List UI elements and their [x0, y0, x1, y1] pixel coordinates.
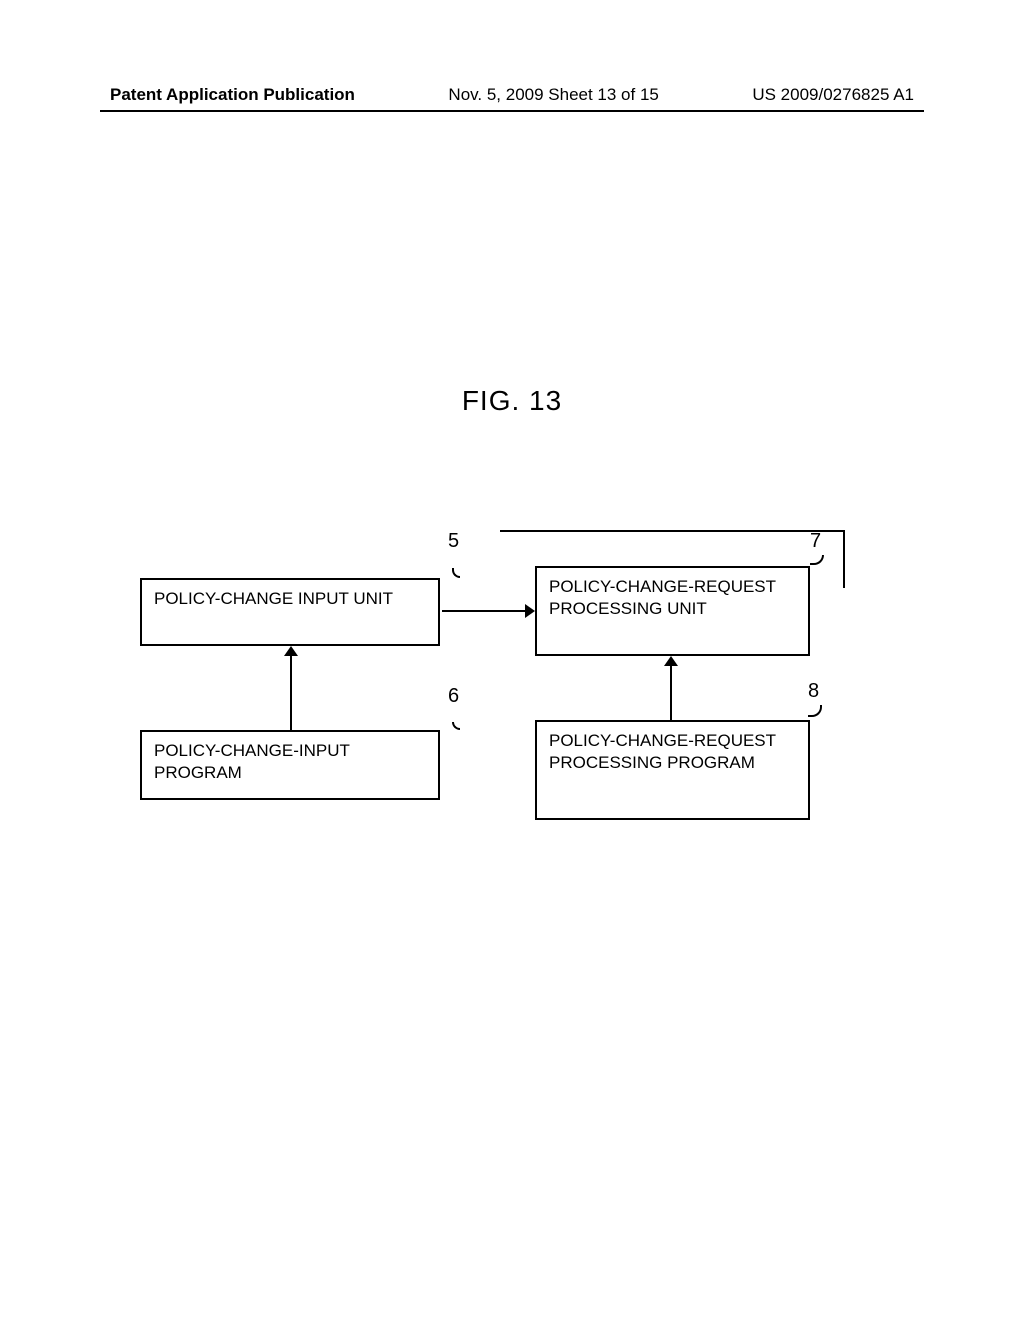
box-policy-change-request-processing-program: POLICY-CHANGE-REQUEST PROCESSING PROGRAM	[535, 720, 810, 820]
arrow-6-to-5-line	[290, 656, 292, 730]
arrow-8-to-7-head	[664, 656, 678, 666]
diagram-container: POLICY-CHANGE INPUT UNIT POLICY-CHANGE-I…	[140, 530, 880, 880]
header-right: US 2009/0276825 A1	[752, 85, 914, 105]
ref-label-7: 7	[810, 530, 821, 553]
page-header: Patent Application Publication Nov. 5, 2…	[110, 85, 914, 105]
arrow-8-to-7-line	[670, 666, 672, 720]
arrow-5-to-7-head	[525, 604, 535, 618]
arrow-6-to-5-head	[284, 646, 298, 656]
box-5-text: POLICY-CHANGE INPUT UNIT	[154, 588, 393, 610]
arrow-5-to-7-line	[442, 610, 527, 612]
ref-tick-8	[808, 705, 822, 717]
ref-label-8: 8	[808, 680, 819, 703]
ref-tick-5	[452, 568, 460, 578]
figure-title: FIG. 13	[462, 385, 562, 417]
box-7-text: POLICY-CHANGE-REQUEST PROCESSING UNIT	[549, 576, 796, 620]
ref-tick-6	[452, 722, 460, 730]
box-8-text: POLICY-CHANGE-REQUEST PROCESSING PROGRAM	[549, 730, 796, 774]
box-policy-change-input-unit: POLICY-CHANGE INPUT UNIT	[140, 578, 440, 646]
box-policy-change-request-processing-unit: POLICY-CHANGE-REQUEST PROCESSING UNIT	[535, 566, 810, 656]
ref-label-5: 5	[448, 530, 459, 553]
header-center: Nov. 5, 2009 Sheet 13 of 15	[448, 85, 658, 105]
box-6-text: POLICY-CHANGE-INPUT PROGRAM	[154, 740, 426, 784]
box-policy-change-input-program: POLICY-CHANGE-INPUT PROGRAM	[140, 730, 440, 800]
header-left: Patent Application Publication	[110, 85, 355, 105]
header-divider	[100, 110, 924, 112]
ref-label-6: 6	[448, 685, 459, 708]
